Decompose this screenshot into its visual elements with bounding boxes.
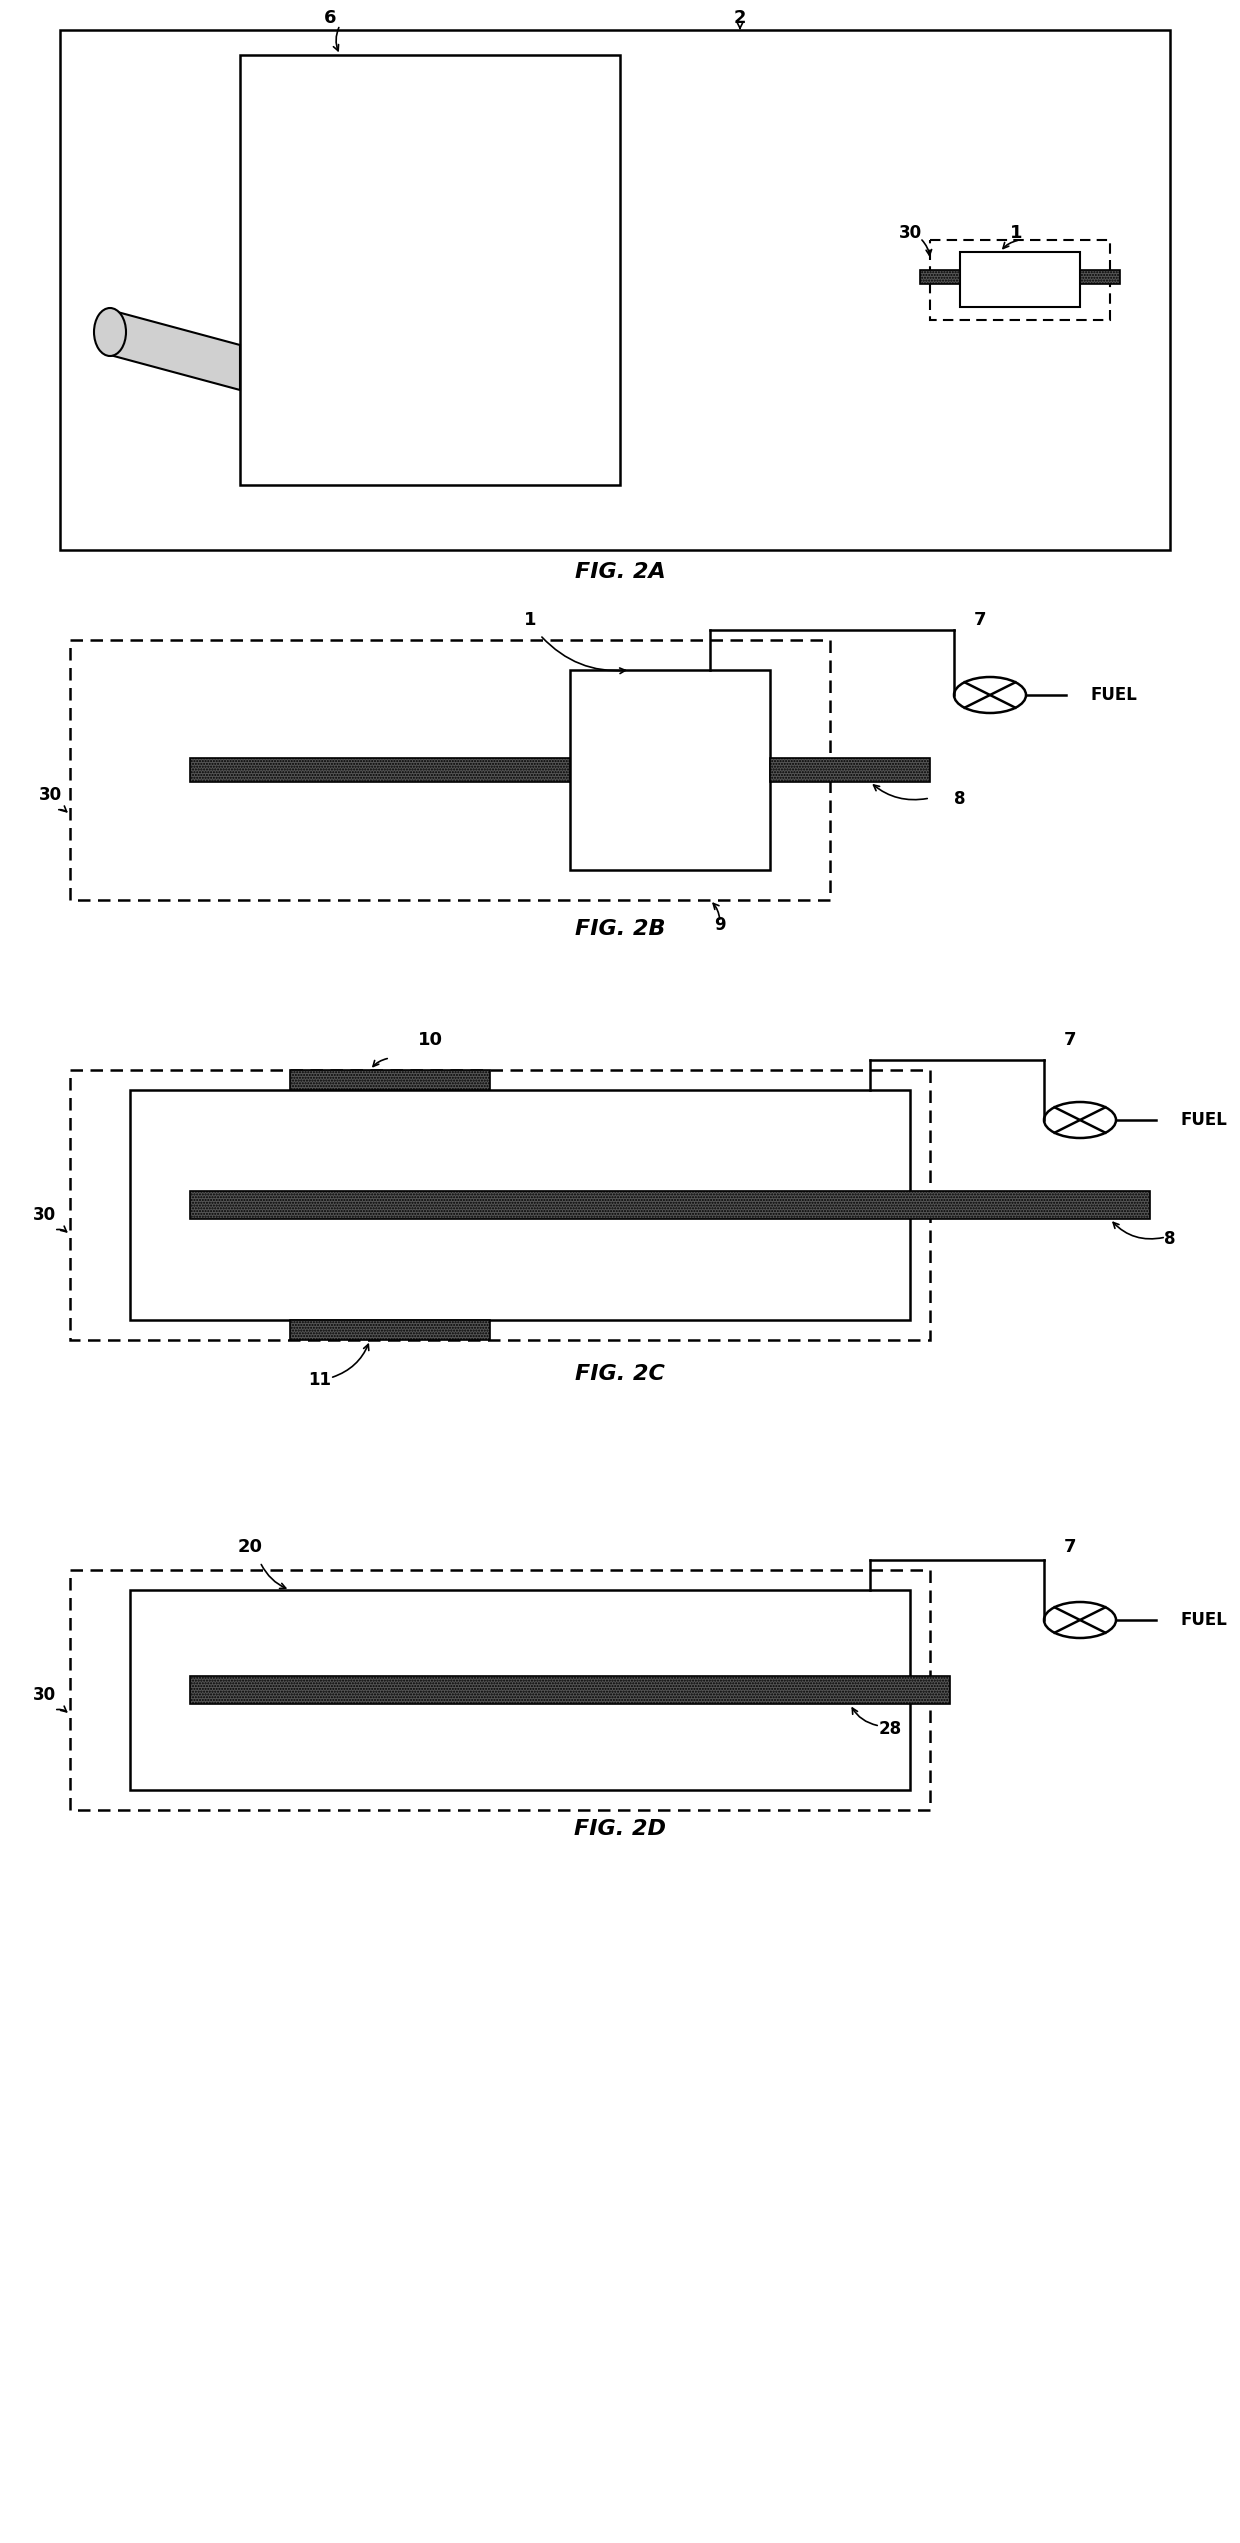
Bar [241, 56, 620, 486]
Text: FUEL: FUEL [1090, 687, 1137, 704]
Bar [190, 1190, 1149, 1218]
Text: FIG. 2B: FIG. 2B [575, 918, 665, 938]
Text: 1: 1 [1009, 224, 1022, 242]
Text: 11: 11 [309, 1371, 331, 1388]
Text: FIG. 2C: FIG. 2C [575, 1363, 665, 1383]
Text: 28: 28 [878, 1719, 901, 1737]
Bar [69, 641, 830, 900]
Text: 7: 7 [973, 610, 986, 628]
Bar [290, 1071, 490, 1091]
Bar [570, 669, 770, 870]
Bar [1080, 270, 1120, 285]
Text: FIG. 2D: FIG. 2D [574, 1818, 666, 1839]
Text: 7: 7 [1064, 1539, 1076, 1556]
Text: 7: 7 [1064, 1030, 1076, 1050]
Text: FUEL: FUEL [1180, 1612, 1226, 1630]
Text: 30: 30 [32, 1205, 56, 1223]
Bar [130, 1091, 910, 1320]
Text: 30: 30 [32, 1686, 56, 1704]
Ellipse shape [94, 308, 126, 356]
Text: 2: 2 [734, 10, 746, 28]
Text: 30: 30 [38, 786, 62, 804]
Text: FUEL: FUEL [1180, 1111, 1226, 1129]
Text: 6: 6 [324, 10, 336, 28]
Text: 9: 9 [714, 915, 725, 933]
Bar [190, 1676, 950, 1704]
Bar [770, 758, 930, 783]
Bar [930, 239, 1110, 320]
Bar [290, 1320, 490, 1340]
Bar [69, 1569, 930, 1811]
Text: 8: 8 [955, 791, 966, 809]
Bar [130, 1589, 910, 1790]
Text: 30: 30 [899, 224, 921, 242]
Bar [60, 31, 1171, 549]
Polygon shape [110, 310, 241, 389]
Bar [960, 252, 1080, 308]
Bar [190, 758, 570, 783]
Text: 20: 20 [238, 1539, 263, 1556]
Text: 10: 10 [418, 1030, 443, 1050]
Text: 8: 8 [1164, 1231, 1176, 1249]
Bar [69, 1071, 930, 1340]
Text: FIG. 2A: FIG. 2A [574, 562, 666, 582]
Text: 1: 1 [523, 610, 536, 628]
Bar [920, 270, 960, 285]
